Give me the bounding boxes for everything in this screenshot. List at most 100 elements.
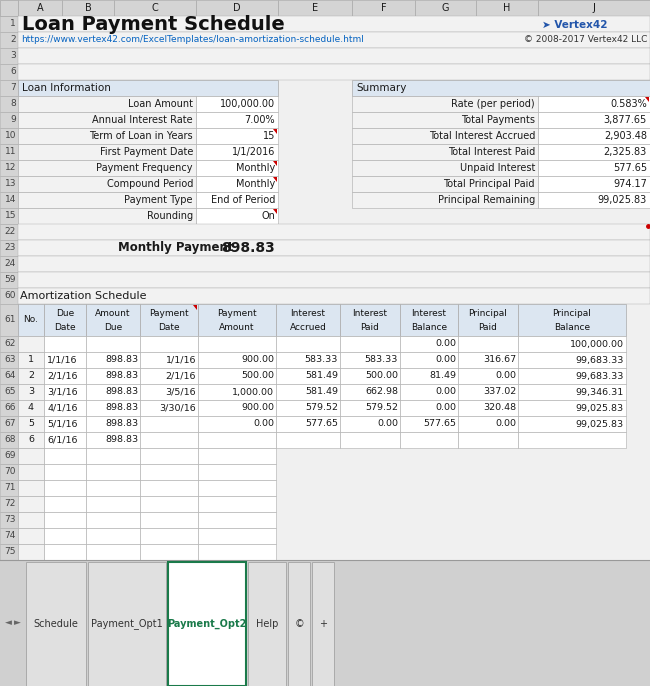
Text: 1/1/16: 1/1/16 [47,355,77,364]
Text: Schedule: Schedule [34,619,79,629]
Text: 3/5/16: 3/5/16 [165,388,196,397]
Bar [18,256,650,272]
Text: Payment: Payment [150,309,188,318]
Text: 2/1/16: 2/1/16 [47,372,77,381]
Bar [458,432,518,448]
Bar [18,496,650,512]
Text: 1: 1 [10,19,16,29]
Text: 898.83: 898.83 [105,403,138,412]
Bar [18,416,650,432]
Bar [0,448,18,464]
Text: Loan Information: Loan Information [22,83,111,93]
Text: 3/1/16: 3/1/16 [47,388,77,397]
Bar [18,448,44,464]
Bar [198,416,276,432]
Bar [18,128,650,144]
Bar [18,496,44,512]
Bar [276,352,340,368]
Bar [0,0,18,16]
Bar [18,208,196,224]
Bar [198,352,276,368]
Bar [400,400,458,416]
Text: 9: 9 [10,115,16,124]
Bar [0,64,18,80]
Bar [86,448,140,464]
Bar [18,48,650,64]
Bar [18,160,196,176]
Text: Summary: Summary [356,83,406,93]
Bar [18,112,650,128]
Text: 577.65: 577.65 [613,163,647,173]
Text: 5/1/16: 5/1/16 [47,420,77,429]
Bar [400,304,458,336]
Bar [518,368,626,384]
Text: 900.00: 900.00 [241,403,274,412]
Text: 63: 63 [5,355,16,364]
Bar [18,544,44,560]
Bar [340,304,400,336]
Text: Term of Loan in Years: Term of Loan in Years [90,131,193,141]
Text: Help: Help [256,619,278,629]
Bar [18,384,650,400]
Bar [18,192,650,208]
Text: Annual Interest Rate: Annual Interest Rate [92,115,193,125]
Bar [538,144,650,160]
Text: 577.65: 577.65 [423,420,456,429]
Text: Balance: Balance [411,322,447,331]
Bar [18,464,650,480]
Text: https://www.vertex42.com/ExcelTemplates/loan-amortization-schedule.html: https://www.vertex42.com/ExcelTemplates/… [21,36,364,45]
Bar [196,192,278,208]
Bar [458,416,518,432]
Bar [18,128,196,144]
Bar [86,336,140,352]
Text: 74: 74 [5,532,16,541]
Text: 59: 59 [5,276,16,285]
Text: 15: 15 [5,211,16,220]
Bar [44,352,86,368]
Bar [140,400,198,416]
Bar [88,562,166,686]
Bar [458,400,518,416]
Text: H: H [503,3,511,13]
Bar [18,288,650,304]
Text: 898.83: 898.83 [105,355,138,364]
Polygon shape [273,209,277,214]
Bar [276,400,340,416]
Text: 3/30/16: 3/30/16 [159,403,196,412]
Text: 22: 22 [5,228,16,237]
Bar [18,432,650,448]
Text: ➤ Vertex42: ➤ Vertex42 [542,20,608,30]
Bar [0,112,18,128]
Text: Payment Frequency: Payment Frequency [96,163,193,173]
Text: 2,325.83: 2,325.83 [604,147,647,157]
Bar [18,16,650,32]
Text: Monthly: Monthly [236,163,275,173]
Bar [18,80,278,96]
Text: 581.49: 581.49 [305,372,338,381]
Bar [18,144,196,160]
Bar [44,528,86,544]
Bar [140,384,198,400]
Text: Unpaid Interest: Unpaid Interest [460,163,535,173]
Bar [18,464,44,480]
Bar [44,304,86,336]
Bar [18,336,650,352]
Text: Interest: Interest [352,309,387,318]
Text: Payment: Payment [217,309,257,318]
Text: 23: 23 [5,244,16,252]
Text: 6: 6 [28,436,34,445]
Bar [18,368,650,384]
Bar [538,192,650,208]
Text: G: G [442,3,449,13]
Bar [0,96,18,112]
Bar [86,352,140,368]
Bar [44,464,86,480]
Text: 8: 8 [10,99,16,108]
Text: 73: 73 [5,515,16,525]
Text: 99,346.31: 99,346.31 [576,388,624,397]
Bar [18,400,650,416]
Text: 99,683.33: 99,683.33 [576,355,624,364]
Text: 7: 7 [10,84,16,93]
Bar [18,96,650,112]
Bar [44,400,86,416]
